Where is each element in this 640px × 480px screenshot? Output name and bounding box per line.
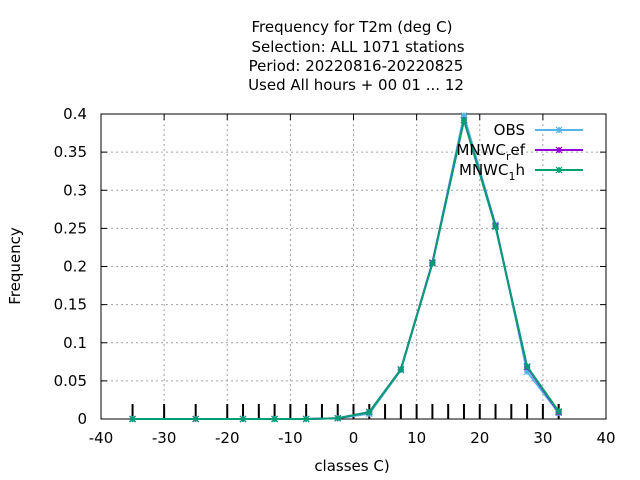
legend-item: MNWC1h (459, 161, 583, 183)
series-mnwc-1h (129, 116, 563, 423)
grid (101, 114, 606, 419)
data-point (365, 408, 373, 416)
title-line-2: Selection: ALL 1071 stations (251, 38, 464, 56)
x-tick-label: -40 (89, 429, 114, 447)
legend-item: MNWCref (456, 141, 583, 163)
axis-ticks: -40 -30 -20 -10 0 10 20 30 40 0 0.05 0.1 0.15 0.2 0.25… (54, 105, 616, 447)
y-tick-label: 0.3 (63, 181, 87, 199)
legend-marker (555, 166, 563, 174)
legend-item: OBS (494, 121, 583, 139)
legend-label: MNWC1h (459, 161, 525, 183)
series-lines (129, 112, 563, 423)
title-line-1: Frequency for T2m (deg C) (252, 18, 453, 36)
chart-title: Frequency for T2m (deg C) Selection: ALL… (248, 18, 465, 94)
data-point (239, 415, 247, 423)
y-tick-label: 0.35 (54, 143, 87, 161)
data-point (271, 415, 279, 423)
y-tick-label: 0.1 (63, 334, 87, 352)
data-point (192, 415, 200, 423)
y-tick-label: 0 (77, 410, 87, 428)
data-point (523, 362, 531, 370)
x-tick-label: 10 (407, 429, 426, 447)
plot-frame (100, 113, 607, 420)
legend-marker (555, 126, 563, 134)
x-tick-label: 30 (533, 429, 552, 447)
legend-marker (555, 146, 563, 154)
x-axis-title: classes C) (314, 457, 389, 475)
x-tick-label: -30 (152, 429, 177, 447)
data-point (460, 116, 468, 124)
data-point (428, 260, 436, 267)
data-point (492, 223, 499, 231)
title-line-4: Used All hours + 00 01 ... 12 (248, 76, 464, 94)
data-point (460, 112, 468, 119)
x-tick-label: -20 (215, 429, 240, 447)
data-point (555, 407, 563, 415)
x-tick-label: 0 (349, 429, 359, 447)
y-tick-label: 0.15 (54, 296, 87, 314)
data-point (129, 415, 136, 423)
data-point (397, 366, 405, 373)
x-tick-label: 40 (596, 429, 615, 447)
title-line-3: Period: 20220816-20220825 (249, 57, 464, 75)
x-tick-label: 20 (470, 429, 489, 447)
y-tick-label: 0.25 (54, 219, 87, 237)
data-point (334, 414, 342, 422)
legend-label: MNWCref (456, 141, 525, 163)
class-marks (131, 404, 560, 419)
y-axis-title: Frequency (6, 227, 24, 305)
y-tick-label: 0.4 (63, 105, 87, 123)
legend-label: OBS (494, 121, 525, 139)
x-tick-label: -10 (278, 429, 303, 447)
data-point (302, 415, 310, 423)
y-tick-label: 0.2 (63, 258, 87, 276)
y-tick-label: 0.05 (54, 372, 87, 390)
